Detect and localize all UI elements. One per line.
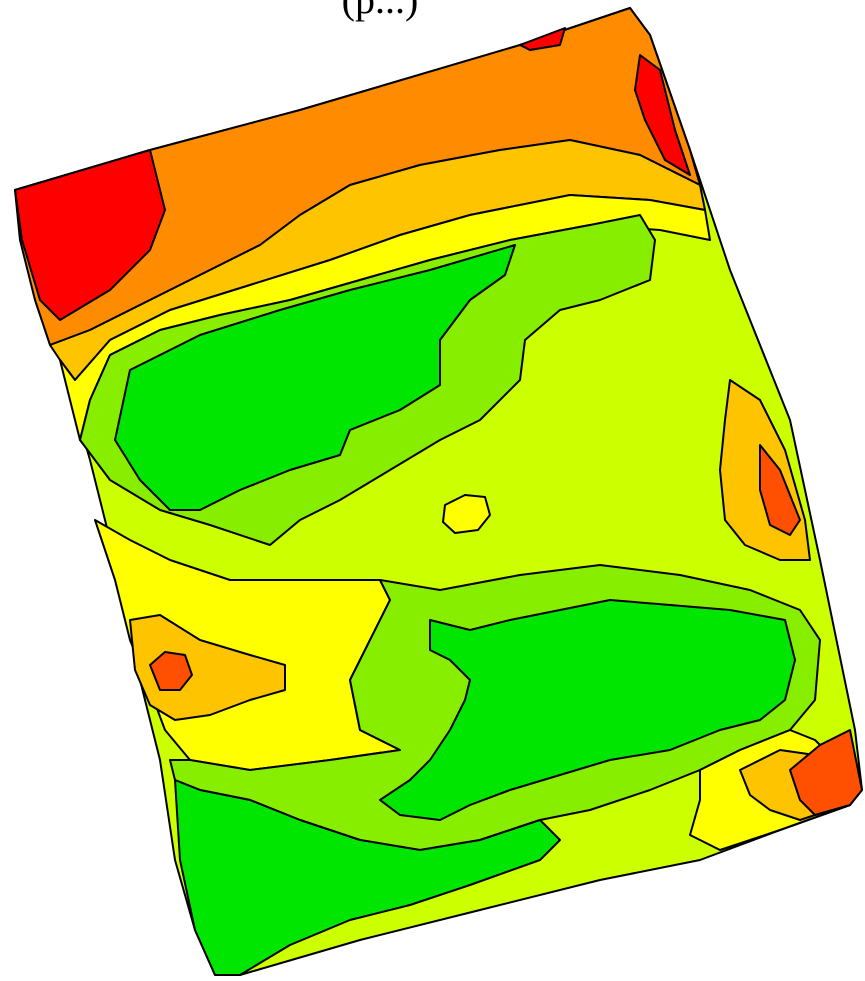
zone-green-south (379, 599, 796, 821)
map-title-fragment: (p...) (300, 0, 460, 23)
zone-red-east-edge (634, 54, 691, 176)
zone-orange-yellow-west (129, 614, 286, 721)
zone-orange-west-spot (149, 651, 193, 691)
zone-red-northwest (14, 149, 166, 321)
zone-orange-east (759, 444, 801, 536)
zone-red-northeast (519, 27, 566, 51)
zone-yellow-island (442, 494, 491, 534)
zone-orange-southeast (789, 729, 863, 816)
zone-green-north (114, 244, 516, 511)
zone-green-southwest (174, 779, 561, 976)
